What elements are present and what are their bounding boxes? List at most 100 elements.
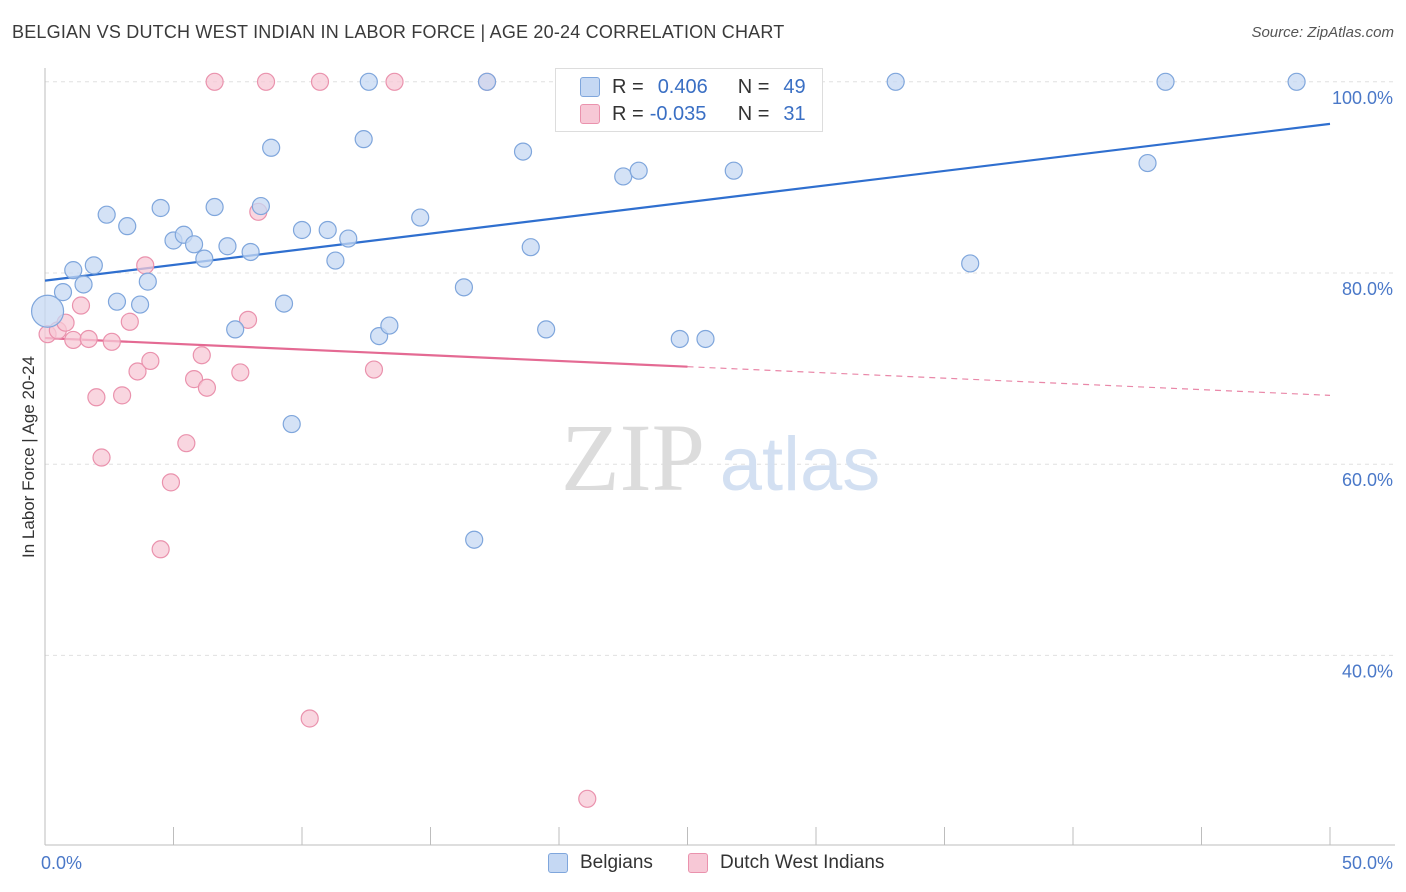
watermark-atlas: atlas bbox=[720, 422, 881, 507]
legend-n-value: 31 bbox=[783, 102, 806, 125]
y-tick-label: 40.0% bbox=[1342, 661, 1393, 681]
bottom-legend-swatch-blue bbox=[548, 853, 568, 873]
point-dutch bbox=[151, 540, 170, 559]
legend-r-value: 0.406 bbox=[657, 75, 708, 98]
point-belgians bbox=[339, 229, 358, 248]
point-belgians bbox=[292, 220, 312, 240]
point-dutch bbox=[136, 256, 155, 275]
trend-line-belgians bbox=[44, 122, 1331, 282]
point-belgians bbox=[241, 242, 260, 262]
legend-swatch-pink bbox=[580, 104, 600, 124]
point-dutch bbox=[364, 360, 384, 379]
point-dutch bbox=[256, 72, 276, 91]
point-belgians bbox=[724, 161, 743, 180]
point-dutch bbox=[102, 332, 121, 351]
point-belgians bbox=[465, 530, 484, 549]
point-belgians bbox=[205, 197, 224, 217]
scatter-points bbox=[30, 72, 1306, 808]
point-dutch bbox=[184, 370, 204, 389]
point-belgians bbox=[151, 198, 170, 218]
point-belgians bbox=[53, 283, 73, 302]
legend-row-belgians: R = 0.406 N = 49 bbox=[580, 74, 806, 100]
point-dutch bbox=[300, 709, 319, 728]
point-belgians bbox=[513, 142, 533, 161]
trend-line-dutch-dashed bbox=[687, 366, 1331, 396]
legend-r-label: R = bbox=[612, 75, 644, 98]
point-dutch bbox=[112, 386, 132, 405]
point-belgians bbox=[354, 130, 373, 149]
legend-r-label: R = bbox=[612, 102, 644, 125]
point-dutch bbox=[87, 388, 106, 407]
source-note: Source: ZipAtlas.com bbox=[1251, 24, 1394, 41]
point-dutch bbox=[192, 346, 211, 365]
point-belgians bbox=[318, 220, 337, 240]
point-belgians bbox=[1287, 72, 1306, 91]
trend-line-dutch-solid bbox=[44, 336, 688, 368]
point-belgians bbox=[1156, 72, 1175, 91]
point-dutch bbox=[310, 72, 330, 91]
point-belgians bbox=[130, 295, 150, 314]
correlation-legend: R = 0.406 N = 49 R = -0.035 N = 31 bbox=[555, 68, 823, 132]
bottom-legend-dutch: Dutch West Indians bbox=[688, 852, 884, 874]
point-belgians bbox=[521, 238, 540, 257]
bottom-legend-swatch-pink bbox=[688, 853, 708, 873]
point-belgians bbox=[74, 275, 93, 294]
point-dutch bbox=[385, 72, 404, 91]
point-belgians bbox=[411, 208, 430, 227]
y-tick-label: 60.0% bbox=[1342, 470, 1393, 490]
bottom-legend-label: Belgians bbox=[580, 852, 653, 873]
point-belgians bbox=[477, 72, 497, 91]
point-belgians bbox=[537, 320, 556, 339]
point-dutch bbox=[197, 378, 217, 397]
y-tick-label: 80.0% bbox=[1342, 279, 1393, 299]
point-dutch bbox=[79, 329, 98, 349]
point-belgians bbox=[251, 196, 270, 216]
point-belgians bbox=[226, 320, 245, 339]
point-belgians bbox=[359, 72, 378, 91]
point-belgians bbox=[274, 294, 294, 313]
point-dutch bbox=[141, 351, 160, 371]
point-belgians bbox=[64, 261, 83, 280]
point-dutch bbox=[578, 789, 597, 808]
point-belgians bbox=[961, 254, 980, 273]
y-axis-label: In Labor Force | Age 20-24 bbox=[19, 356, 38, 558]
point-belgians bbox=[118, 217, 137, 236]
point-belgians bbox=[138, 272, 157, 291]
point-belgians bbox=[84, 256, 103, 275]
point-belgians bbox=[454, 278, 474, 297]
y-tick-label: 100.0% bbox=[1332, 88, 1393, 108]
trend-lines bbox=[44, 122, 1331, 396]
legend-swatch-blue bbox=[580, 77, 600, 97]
chart-title: BELGIAN VS DUTCH WEST INDIAN IN LABOR FO… bbox=[12, 22, 785, 42]
point-belgians bbox=[614, 167, 633, 186]
legend-n-label: N = bbox=[737, 102, 770, 125]
watermark-zip: ZIP bbox=[561, 404, 705, 511]
point-dutch bbox=[71, 296, 91, 315]
point-belgians bbox=[218, 237, 237, 256]
legend-n-value: 49 bbox=[783, 75, 806, 98]
tick-labels: 100.0% 80.0% 60.0% 40.0% 0.0% 50.0% bbox=[41, 88, 1393, 873]
point-dutch bbox=[128, 362, 147, 381]
bottom-legend-label: Dutch West Indians bbox=[720, 852, 885, 873]
legend-r-value: -0.035 bbox=[649, 102, 707, 125]
point-belgians bbox=[629, 161, 648, 180]
point-belgians bbox=[195, 249, 214, 268]
bottom-legend-belgians: Belgians bbox=[548, 852, 653, 874]
point-dutch bbox=[64, 330, 83, 350]
point-belgians bbox=[262, 138, 281, 157]
point-belgians bbox=[107, 292, 127, 311]
point-dutch bbox=[161, 473, 181, 492]
axes bbox=[44, 68, 1395, 846]
point-belgians bbox=[886, 72, 905, 91]
point-belgians bbox=[670, 329, 689, 349]
point-dutch bbox=[177, 434, 196, 453]
point-belgians bbox=[1138, 153, 1157, 173]
point-belgians bbox=[380, 316, 399, 335]
x-tick-label: 0.0% bbox=[41, 853, 82, 873]
point-belgians bbox=[696, 329, 715, 349]
point-belgians bbox=[97, 205, 116, 224]
point-dutch bbox=[231, 363, 250, 382]
legend-n-label: N = bbox=[737, 75, 770, 98]
point-dutch bbox=[92, 448, 111, 467]
